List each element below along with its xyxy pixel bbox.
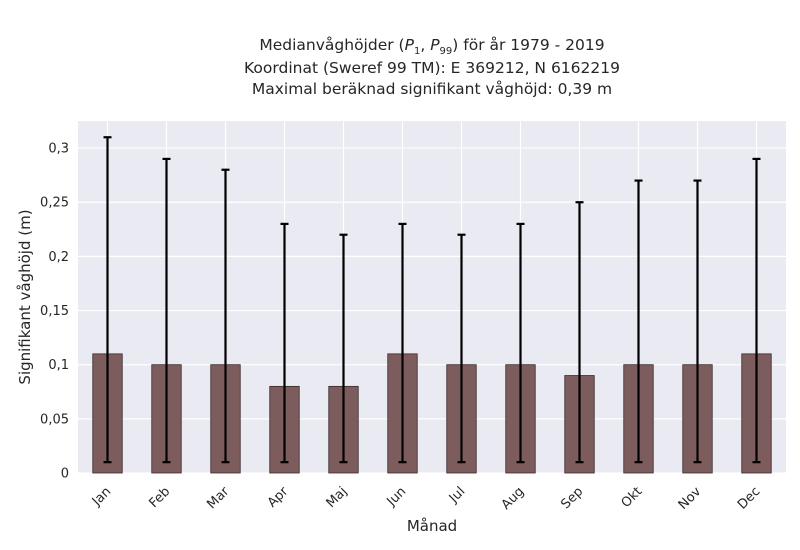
title-p-high-symbol: P <box>430 36 440 54</box>
errorbar-layer <box>103 136 761 464</box>
x-tick-label: Dec <box>735 484 763 512</box>
y-tick-label: 0,2 <box>48 250 69 265</box>
x-axis-label: Månad <box>407 517 457 535</box>
y-axis-label: Signifikant våghöjd (m) <box>16 209 34 384</box>
y-tick-label: 0,1 <box>48 358 69 373</box>
x-tick-label: Okt <box>619 484 646 511</box>
chart-title-line-1: Medianvåghöjder (P1, P99) för år 1979 - … <box>0 36 800 57</box>
x-tick-label: Jun <box>384 484 410 510</box>
x-tick-label: Feb <box>146 484 173 511</box>
x-tick-label: Aug <box>499 484 528 513</box>
x-tick-label: Nov <box>676 484 705 513</box>
x-tick-label: Jul <box>446 484 468 506</box>
y-tick-label: 0,05 <box>40 412 69 427</box>
x-tick-label: Apr <box>265 484 292 511</box>
title-p-low-symbol: P <box>404 36 414 54</box>
chart-title-line-3: Maximal beräknad signifikant våghöjd: 0,… <box>251 80 613 98</box>
y-tick-label: 0,25 <box>40 196 69 211</box>
title-line-1-suffix: ) för år 1979 - 2019 <box>452 36 605 54</box>
title-line-1-prefix: Medianvåghöjder ( <box>259 36 405 54</box>
y-tick-labels: 0 0,05 0,1 0,15 0,2 0,25 0,3 <box>40 142 69 482</box>
y-tick-label: 0,3 <box>48 142 69 157</box>
y-tick-label: 0,15 <box>40 304 69 319</box>
title-separator: , <box>420 36 431 54</box>
x-tick-label: Jan <box>89 484 114 509</box>
y-tick-label: 0 <box>61 467 69 482</box>
title-p-high-subscript: 99 <box>439 46 453 58</box>
plot-area <box>78 121 786 473</box>
x-tick-label: Mar <box>204 484 232 512</box>
x-tick-label: Maj <box>324 484 351 511</box>
x-tick-labels: Jan Feb Mar Apr Maj Jun Jul Aug Sep Okt Nov Dec <box>89 484 763 513</box>
title-p-low-subscript: 1 <box>413 46 421 58</box>
x-tick-label: Sep <box>558 484 586 512</box>
chart-title-line-2: Koordinat (Sweref 99 TM): E 369212, N 61… <box>244 59 620 77</box>
